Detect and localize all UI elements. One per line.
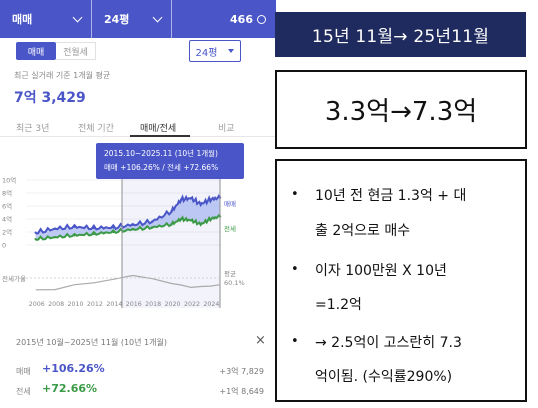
- x-tick-label: 2024: [203, 301, 219, 308]
- x-tick-label: 2012: [87, 301, 103, 308]
- chevron-down-icon: [72, 12, 83, 22]
- search-icon: [257, 14, 266, 24]
- y-tick-label: 10억: [2, 177, 16, 185]
- data-point: [53, 227, 57, 230]
- data-point: [199, 223, 202, 226]
- data-point: [209, 217, 212, 221]
- buy-rent-gap-area: [35, 195, 221, 240]
- x-tick-label: 2018: [145, 301, 161, 308]
- data-point: [180, 217, 183, 221]
- summary-buy-amount: +3억 7,829: [219, 367, 264, 376]
- x-tick-label: 2008: [48, 301, 64, 308]
- segment-rent[interactable]: 전월세: [56, 42, 96, 60]
- data-point: [92, 226, 96, 230]
- data-point: [53, 236, 57, 239]
- tab-all-period[interactable]: 전체 기간: [78, 124, 114, 134]
- avg-label: 평균: [224, 269, 236, 278]
- bullet-2-line-1: 이자 100만원 X 10년: [315, 263, 447, 279]
- bullet-2: •: [291, 262, 299, 277]
- size-select[interactable]: 24평: [189, 40, 241, 62]
- y-tick-label: 8억: [2, 190, 12, 198]
- apartment-price-panel: 매매 24평 466 매매 전월세 24평 최근 실거래 기준 1개월 평균 7…: [0, 0, 276, 396]
- tooltip-change: 매매 +106.26% / 전세 +72.66%: [104, 162, 218, 172]
- tab-buy-rent[interactable]: 매매/전세: [140, 124, 177, 134]
- data-point: [209, 198, 212, 201]
- tab-compare[interactable]: 비교: [218, 124, 235, 134]
- data-point: [112, 230, 115, 234]
- summary-buy-label: 매매: [16, 367, 31, 376]
- y-tick-label: 4억: [2, 216, 12, 224]
- data-point: [131, 223, 134, 227]
- bullet-1-line-1: 10년 전 현금 1.3억 + 대: [315, 188, 467, 204]
- search-button[interactable]: 466: [172, 0, 276, 38]
- data-point: [34, 237, 37, 241]
- ratio-label: 전세가율: [2, 274, 26, 283]
- data-point: [73, 234, 76, 237]
- summary-rent-pct: +72.66%: [42, 382, 98, 395]
- data-point: [199, 202, 202, 206]
- type-dropdown[interactable]: 매매: [0, 0, 92, 38]
- x-tick-label: 2010: [68, 301, 84, 308]
- data-point: [92, 232, 96, 236]
- legend-rent: 전세: [224, 224, 236, 233]
- data-point: [150, 226, 154, 229]
- caret-down-icon: [228, 49, 235, 53]
- data-point: [189, 219, 193, 222]
- x-tick-label: 2022: [184, 301, 200, 308]
- data-point: [112, 226, 115, 229]
- y-tick-label: 6억: [2, 203, 12, 211]
- y-tick-label: 2억: [2, 229, 12, 237]
- y-tick-label: 0: [2, 242, 6, 250]
- summary-rent-label: 전세: [16, 387, 31, 396]
- bullet-2-line-2: =1.2억: [315, 297, 362, 313]
- data-point: [131, 228, 134, 231]
- segment-buy[interactable]: 매매: [16, 42, 56, 60]
- bullet-1-line-2: 출 2억으로 매수: [315, 223, 411, 239]
- summary-rent-amount: +1억 8,649: [219, 387, 264, 396]
- avg-value: 60.1%: [224, 279, 245, 287]
- tooltip-background: [96, 143, 244, 179]
- data-point: [73, 225, 76, 228]
- summary-buy-pct: +106.26%: [42, 362, 105, 375]
- value-change-box: 3.3억→7.3억: [275, 70, 527, 149]
- data-point: [170, 210, 173, 213]
- bullet-3-line-2: 억이됨. (수익률290%): [315, 369, 453, 385]
- data-point: [170, 223, 173, 226]
- data-point: [150, 220, 154, 223]
- recent-price: 7억 3,429: [14, 90, 86, 106]
- size-label: 24평: [104, 13, 130, 26]
- data-point: [34, 231, 37, 234]
- tab-recent-3y[interactable]: 최근 3년: [16, 124, 50, 134]
- x-tick-label: 2016: [126, 301, 142, 308]
- bullet-1: •: [291, 187, 299, 202]
- legend-buy: 매매: [224, 200, 236, 208]
- rent-ratio-line: [35, 274, 221, 291]
- chevron-down-icon: [152, 12, 163, 22]
- recent-caption: 최근 실거래 기준 1개월 평균: [14, 71, 111, 80]
- size-select-value: 24평: [195, 47, 218, 59]
- x-axis: 2006 2008 2010 2012 2014 2016 2018 2020 2022 2024: [29, 301, 220, 308]
- tooltip-period: 2015.10~2025.11 (10년 1개월): [104, 148, 218, 158]
- bullet-3: •: [291, 334, 299, 349]
- filter-bar: 매매 24평 466: [0, 0, 276, 38]
- selected-range: [122, 158, 220, 308]
- date-range-banner: 15년 11월→ 25년11월: [275, 12, 526, 57]
- type-label: 매매: [12, 13, 33, 26]
- data-point: [180, 198, 183, 201]
- count-label: 466: [230, 12, 253, 26]
- price-chart[interactable]: 10억 8억 6억 4억 2억 0 전세가율 평균 60.1% 매매 전세 2006 200…: [0, 140, 276, 330]
- data-point: [189, 197, 193, 200]
- x-tick-label: 2014: [106, 301, 122, 308]
- close-icon[interactable]: ×: [255, 333, 266, 348]
- size-dropdown[interactable]: 24평: [92, 0, 172, 38]
- active-tab-indicator: [130, 135, 190, 137]
- x-tick-label: 2006: [29, 301, 45, 308]
- summary-period: 2015년 10월~2025년 11월 (10년 1개월): [16, 338, 167, 347]
- bullet-3-line-1: → 2.5억이 고스란히 7.3: [315, 335, 462, 351]
- y-axis: 10억 8억 6억 4억 2억 0: [2, 177, 16, 250]
- x-tick-label: 2020: [165, 301, 181, 308]
- period-tabs: 최근 3년 전체 기간 매매/전세 비교: [0, 117, 276, 137]
- explanation-box: • 10년 전 현금 1.3억 + 대 출 2억으로 매수 • 이자 100만원…: [275, 159, 527, 402]
- range-tooltip: 2015.10~2025.11 (10년 1개월) 매매 +106.26% / …: [96, 143, 244, 179]
